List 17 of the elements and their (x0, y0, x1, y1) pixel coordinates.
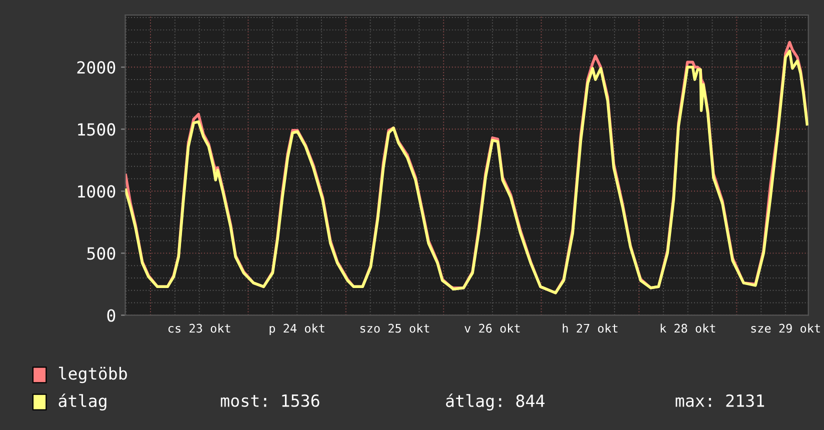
x-tick-label: sze 29 okt (751, 324, 820, 333)
y-tick-label: 1000 (78, 185, 116, 198)
text: max: 2131 (676, 394, 764, 407)
legend-label: legtöbb (58, 366, 127, 384)
text: átlag: 844 (446, 394, 545, 411)
x-tick-label: szo 25 okt (360, 324, 430, 333)
x-tick-label: cs 23 okt (168, 324, 230, 333)
x-tick-label: p 24 okt (270, 324, 324, 336)
y-tick-label: 2000 (77, 61, 116, 74)
x-tick-label: h 27 okt (562, 324, 618, 333)
y-tick-label: 1500 (78, 123, 116, 136)
text: most: 1536 (220, 394, 320, 407)
y-tick-label: 0 (107, 309, 116, 322)
legend-label: átlag (58, 394, 106, 411)
x-tick-label: v 26 okt (464, 324, 520, 333)
x-tick-label: k 28 okt (660, 324, 716, 333)
y-tick-label: 500 (87, 247, 116, 260)
